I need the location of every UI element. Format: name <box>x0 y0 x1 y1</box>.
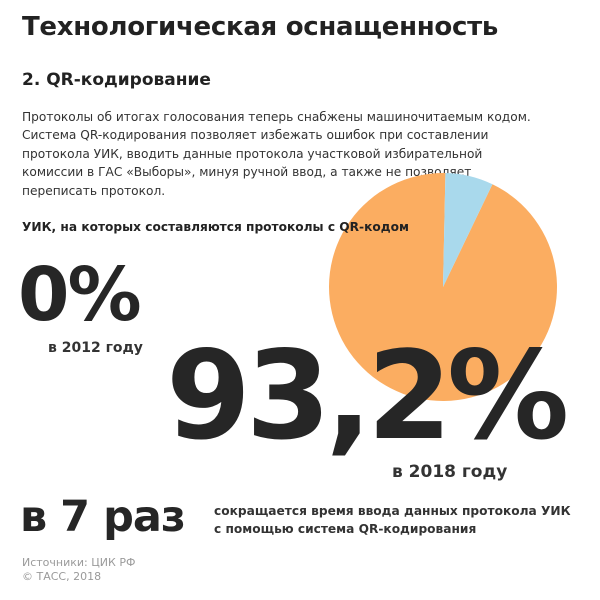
paragraph-line: Система QR-кодирования позволяет избежат… <box>22 128 489 143</box>
stat-2012-label: в 2012 году <box>48 340 143 356</box>
copyright-line: © ТАСС, 2018 <box>22 570 102 583</box>
paragraph-line: переписать протокол. <box>22 183 166 198</box>
reduction-desc-line: с помощью система QR-кодирования <box>214 522 477 536</box>
section-subtitle: 2. QR-кодирование <box>22 70 211 90</box>
stat-2018-label: в 2018 году <box>392 462 508 482</box>
paragraph-line: Протоколы об итогах голосования теперь с… <box>22 110 531 124</box>
page-title: Технологическая оснащенность <box>22 12 498 42</box>
reduction-desc-line: сокращается время ввода данных протокола… <box>214 504 571 518</box>
pie-chart <box>329 173 557 401</box>
reduction-description: сокращается время ввода данных протокола… <box>214 502 571 538</box>
chart-caption: УИК, на которых составляются протоколы с… <box>22 220 409 234</box>
reduction-value: в 7 раз <box>20 492 186 542</box>
stat-2018-value: 93,2% <box>166 325 569 467</box>
description-paragraph: Протоколы об итогах голосования теперь с… <box>22 108 582 200</box>
pie-slice-qr <box>329 173 557 401</box>
source-line: Источники: ЦИК РФ <box>22 556 136 569</box>
sources-footer: Источники: ЦИК РФ © ТАСС, 2018 <box>22 556 135 584</box>
pie-slice-other <box>443 173 493 287</box>
paragraph-line: протокола УИК, вводить данные протокола … <box>22 146 483 161</box>
paragraph-line: комиссии в ГАС «Выборы», минуя ручной вв… <box>22 165 472 180</box>
stat-2012-value: 0% <box>18 252 142 338</box>
